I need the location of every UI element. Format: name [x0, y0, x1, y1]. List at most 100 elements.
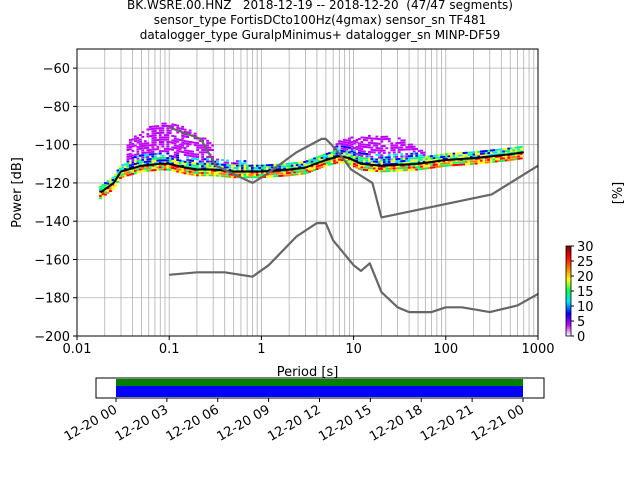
cloud-cell — [298, 170, 302, 173]
cloud-cell — [370, 139, 374, 142]
cloud-cell — [99, 185, 102, 188]
cloud-cell — [126, 167, 130, 170]
cloud-cell — [171, 162, 175, 165]
cloud-cell — [153, 139, 157, 142]
cloud-cell — [141, 163, 145, 166]
cloud-cell — [203, 171, 207, 174]
cloud-cell — [442, 153, 446, 156]
cloud-cell — [146, 151, 150, 154]
cloud-cell — [323, 160, 326, 163]
cloud-cell — [181, 160, 185, 163]
cloud-cell — [263, 171, 267, 174]
cloud-cell — [440, 165, 443, 168]
cloud-cell — [360, 136, 364, 139]
cloud-cell — [283, 172, 287, 175]
cloud-cell — [420, 161, 424, 164]
cloud-cell — [203, 137, 207, 140]
cloud-cell — [148, 158, 152, 161]
cloud-cell — [517, 155, 521, 158]
cloud-cell — [233, 162, 237, 165]
cloud-cell — [367, 164, 371, 167]
cloud-cell — [166, 143, 170, 146]
cloud-cell — [432, 166, 436, 169]
cloud-cell — [106, 191, 110, 194]
cloud-cell — [131, 161, 135, 164]
cloud-cell — [163, 138, 167, 141]
cloud-cell — [293, 162, 297, 165]
cloud-cell — [375, 163, 379, 166]
cloud-cell — [432, 161, 436, 164]
y-tick-label: −80 — [43, 100, 70, 115]
cloud-cell — [375, 142, 379, 145]
cloud-cell — [502, 155, 506, 158]
cloud-cell — [367, 150, 371, 153]
cloud-cell — [387, 158, 391, 161]
cloud-cell — [350, 154, 354, 157]
cloud-cell — [166, 134, 170, 137]
cloud-cell — [410, 157, 414, 160]
cloud-cell — [193, 137, 197, 140]
cloud-cell — [460, 154, 463, 157]
cloud-cell — [178, 127, 182, 130]
cloud-cell — [151, 164, 155, 167]
cloud-cell — [372, 144, 376, 147]
cloud-cell — [382, 138, 386, 141]
cloud-cell — [310, 169, 314, 172]
cloud-cell — [502, 148, 506, 151]
cloud-cell — [325, 155, 329, 158]
cloud-cell — [402, 141, 406, 144]
cloud-cell — [183, 165, 187, 168]
cloud-cell — [353, 163, 356, 166]
cloud-cell — [176, 161, 180, 164]
cloud-cell — [494, 158, 498, 161]
cloud-cell — [484, 159, 488, 162]
cloud-cell — [241, 169, 244, 172]
cloud-cell — [397, 160, 401, 163]
cloud-cell — [350, 143, 354, 146]
cloud-cell — [290, 169, 294, 172]
cloud-cell — [479, 150, 483, 153]
cloud-cell — [440, 158, 443, 161]
cloud-cell — [223, 166, 227, 169]
cloud-cell — [153, 157, 157, 160]
cloud-cell — [377, 156, 381, 159]
cloud-cell — [387, 160, 391, 163]
cloud-cell — [477, 155, 481, 158]
cloud-cell — [303, 165, 307, 168]
cloud-cell — [206, 142, 209, 145]
cloud-cell — [176, 124, 180, 127]
cloud-cell — [415, 164, 419, 167]
cloud-cell — [432, 157, 436, 160]
cloud-cell — [243, 160, 247, 163]
cloud-cell — [462, 151, 466, 154]
cloud-cell — [353, 153, 356, 156]
cloud-cell — [310, 167, 314, 170]
cloud-cell — [390, 142, 394, 145]
cloud-cell — [153, 132, 157, 135]
cloud-cell — [387, 163, 391, 166]
cloud-cell — [163, 134, 167, 137]
cloud-cell — [395, 142, 399, 145]
cloud-cell — [153, 169, 157, 172]
cloud-cell — [440, 156, 443, 159]
cloud-cell — [131, 149, 135, 152]
cloud-cell — [390, 149, 394, 152]
cloud-cell — [343, 141, 346, 144]
cloud-cell — [138, 168, 142, 171]
cloud-cell — [191, 166, 195, 169]
cloud-cell — [151, 137, 155, 140]
cloud-cell — [377, 147, 381, 150]
cloud-cell — [183, 151, 187, 154]
cloud-cell — [111, 179, 115, 182]
cloud-cell — [201, 162, 204, 165]
cloud-cell — [494, 148, 498, 151]
cloud-cell — [318, 167, 321, 170]
cloud-cell — [146, 160, 150, 163]
cloud-cell — [226, 173, 229, 176]
cloud-cell — [131, 165, 135, 168]
cloud-cell — [201, 174, 204, 177]
cloud-cell — [382, 163, 386, 166]
cloud-cell — [377, 151, 381, 154]
cloud-cell — [176, 138, 180, 141]
